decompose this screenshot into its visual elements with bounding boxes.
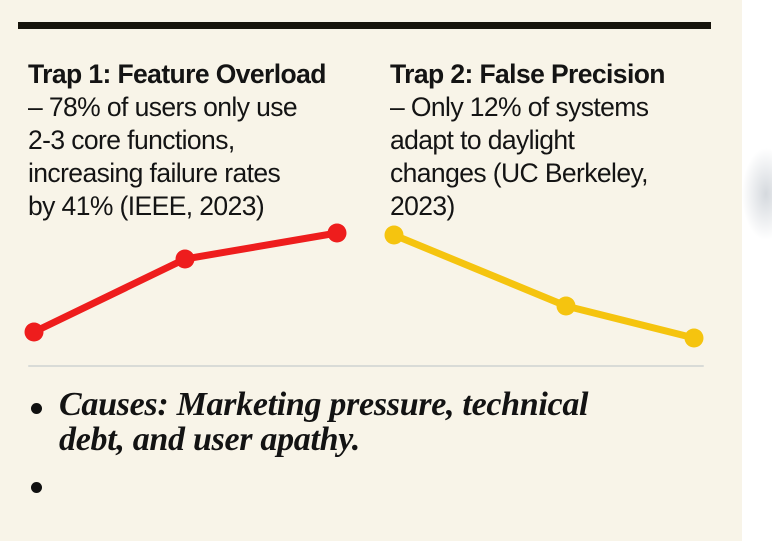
bullet-causes-text: Causes: Marketing pressure, technical de… [59,386,589,458]
bullet-marker-1 [31,403,42,414]
bullet-marker-2 [31,482,42,493]
trap2-adaptation-trend-point [556,296,576,316]
top-rule [18,22,711,29]
section-divider [28,365,704,367]
trap1-failure-rate-trend-point [175,249,195,269]
right-gutter [742,0,772,541]
trap1-title: Trap 1: Feature Overload [28,59,326,89]
trap2-adaptation-trend-point [384,225,404,245]
trap1-failure-rate-trend-point [327,223,347,243]
trap1-body: – 78% of users only use 2-3 core functio… [28,92,298,221]
trap2-body: – Only 12% of systems adapt to daylight … [390,92,649,221]
trap2-title: Trap 2: False Precision [390,59,665,89]
trap1-failure-rate-trend-point [24,322,44,342]
trap1-failure-rate-trend [24,223,347,342]
offscreen-element-shadow [742,148,772,240]
trap2-adaptation-trend-point [684,328,704,348]
trap1-text-block: Trap 1: Feature Overload – 78% of users o… [28,58,384,223]
trap2-text-block: Trap 2: False Precision – Only 12% of sys… [390,58,730,223]
trap2-adaptation-trend [384,225,704,348]
